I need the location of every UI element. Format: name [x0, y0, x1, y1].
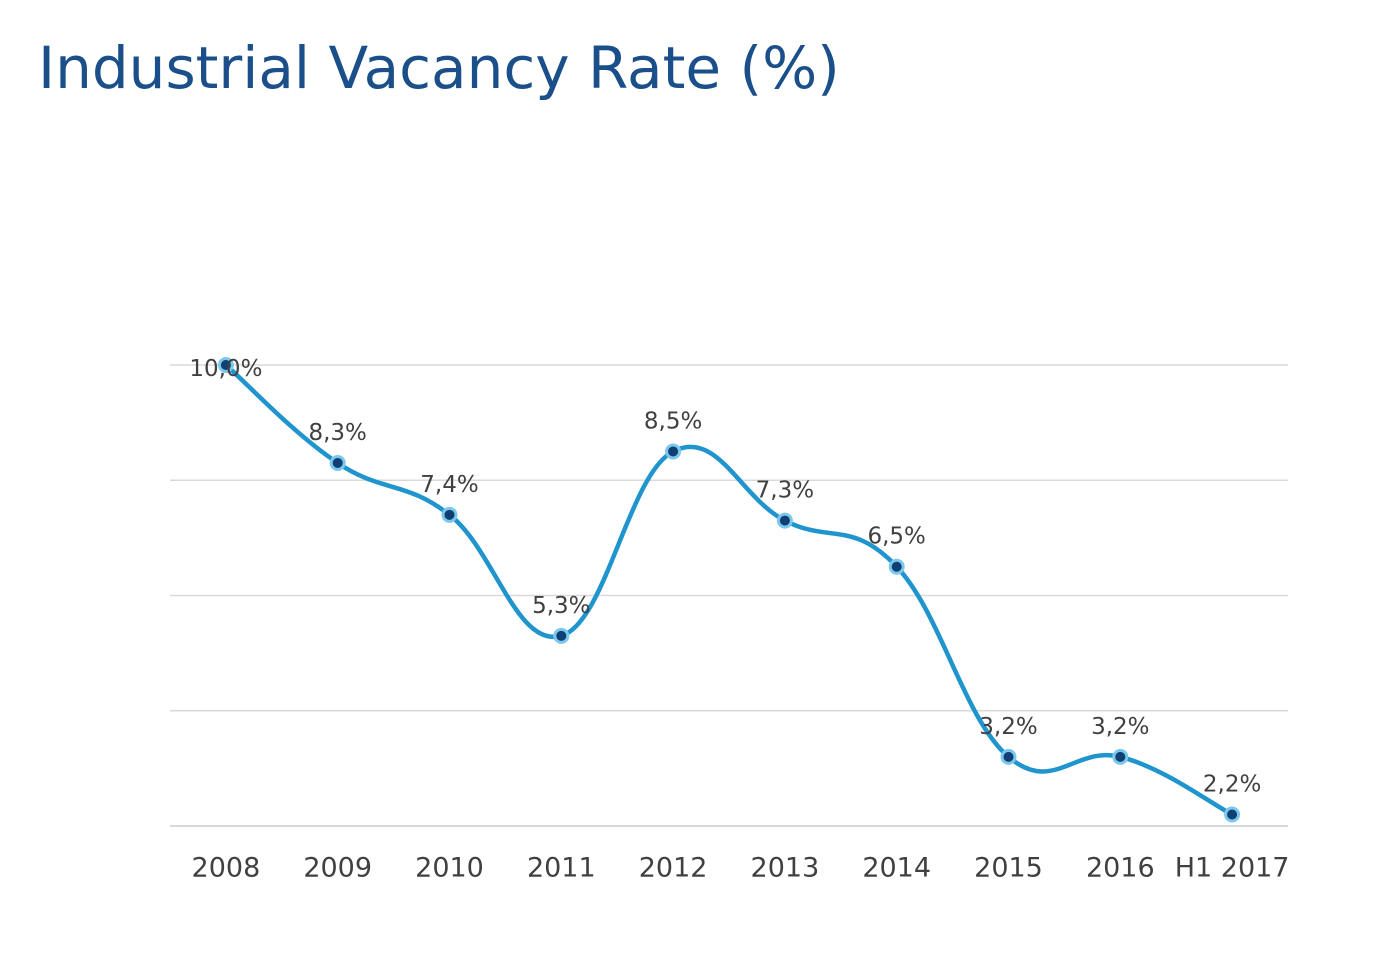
data-point-2014: [888, 558, 905, 575]
data-label: 3,2%: [1091, 714, 1149, 740]
x-tick-label: 2009: [303, 853, 372, 884]
data-label: 2,2%: [1203, 771, 1261, 797]
data-point-2010: [441, 506, 458, 523]
data-point-2015: [1000, 748, 1017, 765]
data-label: 8,5%: [644, 408, 702, 434]
data-label: 7,3%: [756, 478, 814, 504]
chart-title: Industrial Vacancy Rate (%): [38, 34, 840, 102]
x-tick-label: 2008: [192, 853, 261, 884]
data-point-2009: [329, 454, 346, 471]
data-label: 6,5%: [867, 524, 925, 550]
data-point-2008: [217, 357, 234, 373]
data-point-2012: [665, 443, 682, 460]
x-tick-label: 2016: [1086, 853, 1155, 884]
data-label: 5,3%: [532, 593, 590, 619]
x-tick-label: 2013: [751, 853, 820, 884]
data-labels: 10,0% 8,3% 7,4% 5,3% 8,5% 7,3% 6,5% 3,2% 3,2% 2,2…: [189, 356, 1261, 797]
data-point-2013: [776, 512, 793, 529]
data-point-h1-2017: [1224, 806, 1241, 823]
x-tick-label: 2010: [415, 853, 484, 884]
data-point-2011: [553, 627, 570, 644]
series-line: [223, 362, 1235, 817]
data-point-2016: [1112, 748, 1129, 765]
x-tick-label: 2014: [862, 853, 931, 884]
x-tick-label: 2015: [974, 853, 1043, 884]
x-tick-label: 2011: [527, 853, 596, 884]
x-axis-tick-labels: 2008 2009 2010 2011 2012 2013 2014 2015 2016 H1 2…: [192, 853, 1290, 884]
data-label: 8,3%: [308, 420, 366, 446]
data-label: 7,4%: [420, 472, 478, 498]
x-tick-label: 2012: [639, 853, 708, 884]
data-label: 10,0%: [189, 356, 262, 382]
data-markers: [217, 357, 1241, 823]
x-tick-label: H1 2017: [1175, 853, 1290, 884]
data-label: 3,2%: [979, 714, 1037, 740]
gridlines: [170, 364, 1288, 827]
